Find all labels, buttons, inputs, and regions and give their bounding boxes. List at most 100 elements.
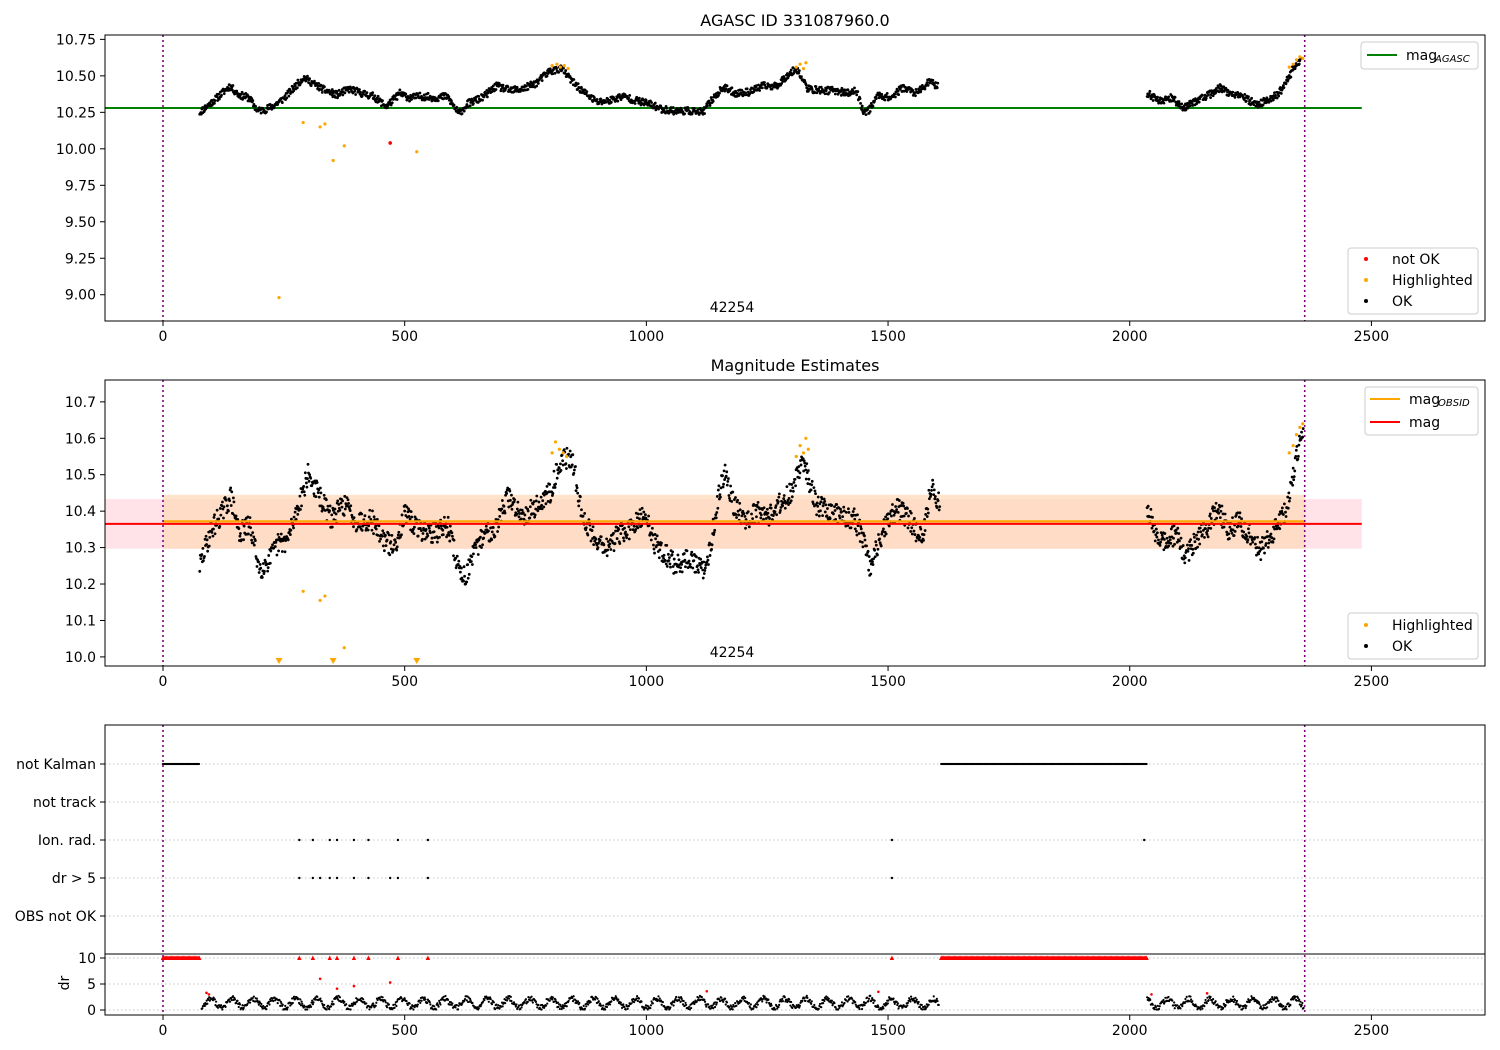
dr-point	[810, 1002, 813, 1005]
dr-point	[384, 999, 387, 1002]
data-point-ok	[678, 110, 682, 114]
data-point-ok	[363, 514, 367, 518]
data-point-ok	[308, 77, 312, 81]
data-point-ok	[371, 91, 375, 94]
dr-point	[700, 995, 703, 999]
data-point-highlighted	[557, 447, 561, 451]
data-point-ok	[925, 81, 929, 84]
data-point-ok	[228, 499, 231, 503]
data-point-ok	[309, 84, 313, 87]
data-point-ok	[718, 493, 722, 497]
data-point-ok	[860, 540, 864, 544]
chart-title: AGASC ID 331087960.0	[700, 11, 889, 30]
data-point-ok	[595, 98, 599, 101]
data-point-ok	[824, 89, 828, 93]
y-tick-label: 9.50	[65, 215, 96, 231]
data-point-ok	[202, 559, 205, 562]
data-point-ok	[304, 78, 308, 82]
legend-label: Highlighted	[1392, 273, 1473, 289]
dr-point	[330, 1005, 333, 1008]
data-point-ok	[422, 93, 426, 97]
data-point-ok	[618, 542, 622, 545]
data-point-ok	[807, 477, 811, 481]
data-point-ok	[677, 565, 680, 569]
data-point-ok	[510, 493, 513, 497]
dr-point	[224, 1005, 227, 1008]
dr-point	[228, 1000, 232, 1003]
data-point-ok	[806, 482, 810, 485]
dr-point	[408, 1002, 411, 1005]
data-point-ok	[789, 489, 793, 493]
data-point-ok	[853, 527, 857, 531]
data-point-ok	[733, 498, 736, 501]
dr-point	[556, 1001, 560, 1004]
x-tick-label: 1000	[629, 329, 665, 345]
data-point-ok	[392, 548, 395, 552]
data-point-ok	[710, 547, 713, 551]
data-point-ok	[868, 110, 872, 113]
data-point-ok	[702, 572, 706, 575]
data-point-ok	[791, 486, 795, 490]
data-point-ok	[414, 96, 418, 100]
data-point-ok	[816, 495, 820, 499]
dr-point	[626, 1007, 629, 1010]
data-point-ok	[643, 513, 647, 517]
data-point-ok	[792, 481, 796, 484]
data-point-ok	[515, 85, 519, 89]
data-point-ok	[897, 93, 901, 97]
data-point-ok	[487, 529, 490, 533]
legend-label-subscript: OBSID	[1438, 398, 1470, 409]
dr-point	[636, 999, 639, 1002]
data-point-ok	[1149, 97, 1153, 101]
data-point-ok	[481, 98, 484, 102]
dr-point	[744, 996, 747, 1000]
data-point-ok	[892, 513, 896, 517]
data-point-ok	[1288, 496, 1292, 500]
dr-point	[777, 1005, 780, 1009]
data-point-ok	[809, 488, 813, 492]
data-point-ok	[823, 92, 827, 96]
dr-point	[713, 1005, 717, 1009]
data-point-ok	[1152, 529, 1156, 533]
data-point-ok	[390, 101, 394, 105]
data-point-ok	[510, 507, 514, 511]
dr-point	[436, 1002, 439, 1005]
data-point-ok	[213, 101, 216, 105]
dr-point	[598, 1002, 602, 1005]
data-point-ok	[398, 88, 402, 92]
data-point-ok	[1146, 504, 1150, 508]
dr-point	[557, 1005, 560, 1008]
dr-point	[866, 996, 869, 999]
data-point-ok	[655, 534, 659, 538]
data-point-ok	[625, 536, 629, 540]
data-point-ok	[314, 495, 318, 499]
data-point-ok	[1187, 102, 1191, 106]
dr-point	[515, 1003, 518, 1006]
data-point-ok	[466, 576, 470, 580]
dr-point	[688, 1008, 692, 1011]
data-point-ok	[914, 87, 918, 91]
dr-point	[521, 1004, 524, 1007]
data-point-ok	[740, 88, 744, 92]
data-point-ok	[613, 542, 617, 545]
data-point-ok	[653, 551, 656, 555]
data-point-ok	[804, 477, 808, 481]
data-point-highlighted	[1291, 443, 1295, 448]
dr-point	[684, 1001, 687, 1004]
data-point-highlighted	[1298, 55, 1302, 59]
data-point-ok	[369, 517, 373, 521]
dr-point	[724, 997, 727, 1000]
data-point-ok	[1290, 481, 1293, 485]
dr-point	[640, 1000, 643, 1003]
data-point-ok	[806, 87, 810, 91]
data-point-ok	[1177, 532, 1181, 535]
data-point-ok	[622, 536, 625, 540]
data-point-ok	[542, 505, 546, 509]
data-point-ok	[254, 104, 257, 108]
data-point-ok	[783, 506, 787, 510]
data-point-ok	[288, 533, 292, 536]
dr-point	[308, 1006, 311, 1009]
data-point-ok	[911, 94, 915, 97]
data-point-ok	[323, 509, 327, 512]
y-tick-label: 10.5	[65, 468, 96, 484]
